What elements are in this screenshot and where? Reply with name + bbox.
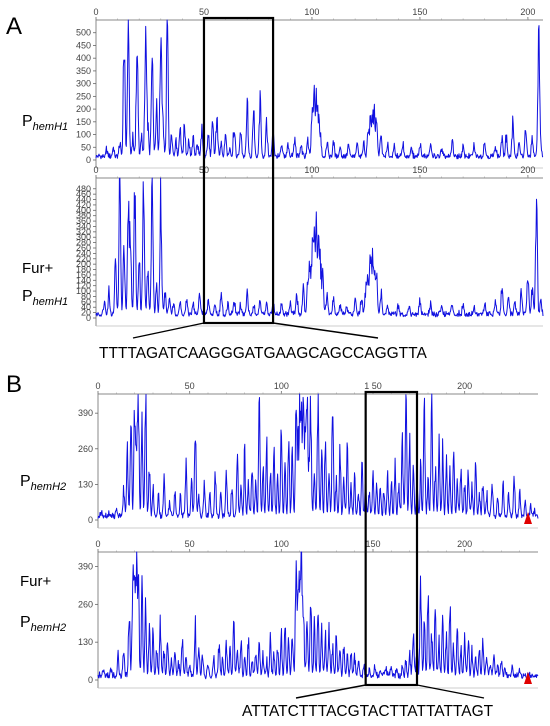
y-tick-label: 220 (76, 254, 91, 264)
x-tick-label: 100 (274, 539, 289, 549)
y-tick-label: 180 (76, 265, 91, 275)
y-tick-label: 350 (76, 66, 91, 76)
panel-b-sequence: ATTATCTTTACGTACTTATTATTAGT (242, 703, 494, 720)
y-tick-label: 500 (76, 28, 91, 38)
y-tick-label: 390 (78, 562, 93, 572)
y-tick-label: 80 (81, 291, 91, 301)
y-tick-label: 380 (76, 211, 91, 221)
y-tick-label: 320 (76, 227, 91, 237)
y-tick-label: 100 (76, 286, 91, 296)
x-tick-label: 100 (274, 381, 289, 391)
y-tick-label: 120 (76, 281, 91, 291)
x-tick-label: 0 (95, 381, 100, 391)
series-label: PhemH1 (22, 113, 68, 133)
series-label: PhemH1 (22, 288, 68, 308)
y-tick-label: 360 (76, 216, 91, 226)
trace-panel-3: 0 50 100 1 50 200 0 130 260 390 PhemH2 (20, 381, 539, 529)
y-tick-label: 0 (86, 155, 91, 165)
highlight-overlay (132, 16, 485, 699)
x-tick-label: 50 (185, 539, 195, 549)
trace-line (97, 393, 539, 520)
y-tick-label: 400 (76, 205, 91, 215)
y-tick-label: 130 (78, 637, 93, 647)
end-marker (524, 672, 532, 684)
y-tick-label: 40 (81, 302, 91, 312)
trace-panel-2: 0 50 100 150 2000204060801001201401601802002… (22, 165, 544, 327)
y-tick-label: 240 (76, 248, 91, 258)
panel-b-highlight-box (364, 390, 419, 687)
x-tick-label: 200 (457, 381, 472, 391)
x-tick-label: 100 (304, 165, 319, 175)
x-tick-label: 0 (95, 539, 100, 549)
series-prefix-label: Fur+ (20, 573, 52, 590)
panel-b-highlight-connector-right (416, 684, 485, 699)
y-tick-label: 480 (76, 184, 91, 194)
x-tick-label: 200 (457, 539, 472, 549)
y-tick-label: 300 (76, 232, 91, 242)
y-tick-label: 0 (88, 515, 93, 525)
y-tick-label: 50 (81, 142, 91, 152)
y-tick-label: 200 (76, 259, 91, 269)
x-tick-label: 100 (304, 7, 319, 17)
x-tick-label: 200 (520, 7, 535, 17)
x-tick-label: 0 (93, 165, 98, 175)
y-tick-label: 0 (88, 675, 93, 685)
y-tick-label: 200 (76, 104, 91, 114)
y-tick-label: 420 (76, 200, 91, 210)
y-tick-label: 400 (76, 53, 91, 63)
x-tick-label: 0 (93, 7, 98, 17)
x-tick-label: 150 (412, 165, 427, 175)
series-label: PhemH2 (20, 614, 66, 634)
y-tick-label: 140 (76, 275, 91, 285)
panel-a-sequence: TTTTAGATCAAGGGATGAAGCAGCCAGGTTA (99, 345, 427, 362)
y-tick-label: 300 (76, 79, 91, 89)
series-prefix-label: Fur+ (22, 260, 54, 277)
y-tick-label: 150 (76, 117, 91, 127)
panel-a-highlight-connector-left (132, 322, 205, 339)
y-tick-label: 20 (81, 308, 91, 318)
end-marker (524, 512, 532, 524)
x-tick-label: 1 50 (364, 381, 382, 391)
panel-b-highlight-connector-left (295, 684, 366, 699)
y-tick-label: 60 (81, 297, 91, 307)
y-tick-label: 390 (78, 408, 93, 418)
y-tick-label: 160 (76, 270, 91, 280)
y-tick-label: 130 (78, 479, 93, 489)
y-tick-label: 280 (76, 238, 91, 248)
panel-a-highlight-connector-right (272, 322, 379, 339)
y-tick-label: 260 (76, 243, 91, 253)
trace-line (97, 551, 539, 680)
y-tick-label: 260 (78, 599, 93, 609)
x-tick-label: 50 (185, 381, 195, 391)
x-tick-label: 50 (199, 7, 209, 17)
trace-panel-4: 0 50 100 150 200 0 130 260 390 Fur+ PhemH2 (20, 539, 539, 689)
panel-a-letter: A (6, 13, 22, 40)
panel-b-letter: B (6, 371, 22, 398)
trace-plots: 0 50 100 150 2000501001502002503003504004505… (20, 7, 544, 689)
x-tick-label: 150 (412, 7, 427, 17)
series-label: PhemH2 (20, 473, 66, 493)
y-tick-label: 250 (76, 91, 91, 101)
y-tick-label: 260 (78, 444, 93, 454)
panel-a-highlight-box (202, 16, 275, 325)
x-tick-label: 150 (365, 539, 380, 549)
y-tick-label: 460 (76, 189, 91, 199)
y-tick-label: 340 (76, 221, 91, 231)
y-tick-label: 450 (76, 40, 91, 50)
y-tick-label: 100 (76, 130, 91, 140)
y-tick-label: 0 (86, 313, 91, 323)
trace-line (95, 177, 544, 318)
y-tick-label: 440 (76, 195, 91, 205)
x-tick-label: 200 (520, 165, 535, 175)
trace-line (95, 19, 544, 160)
trace-panel-1: 0 50 100 150 200 0 50 100 150 200 250 300 350 400 450 5… (22, 7, 544, 169)
